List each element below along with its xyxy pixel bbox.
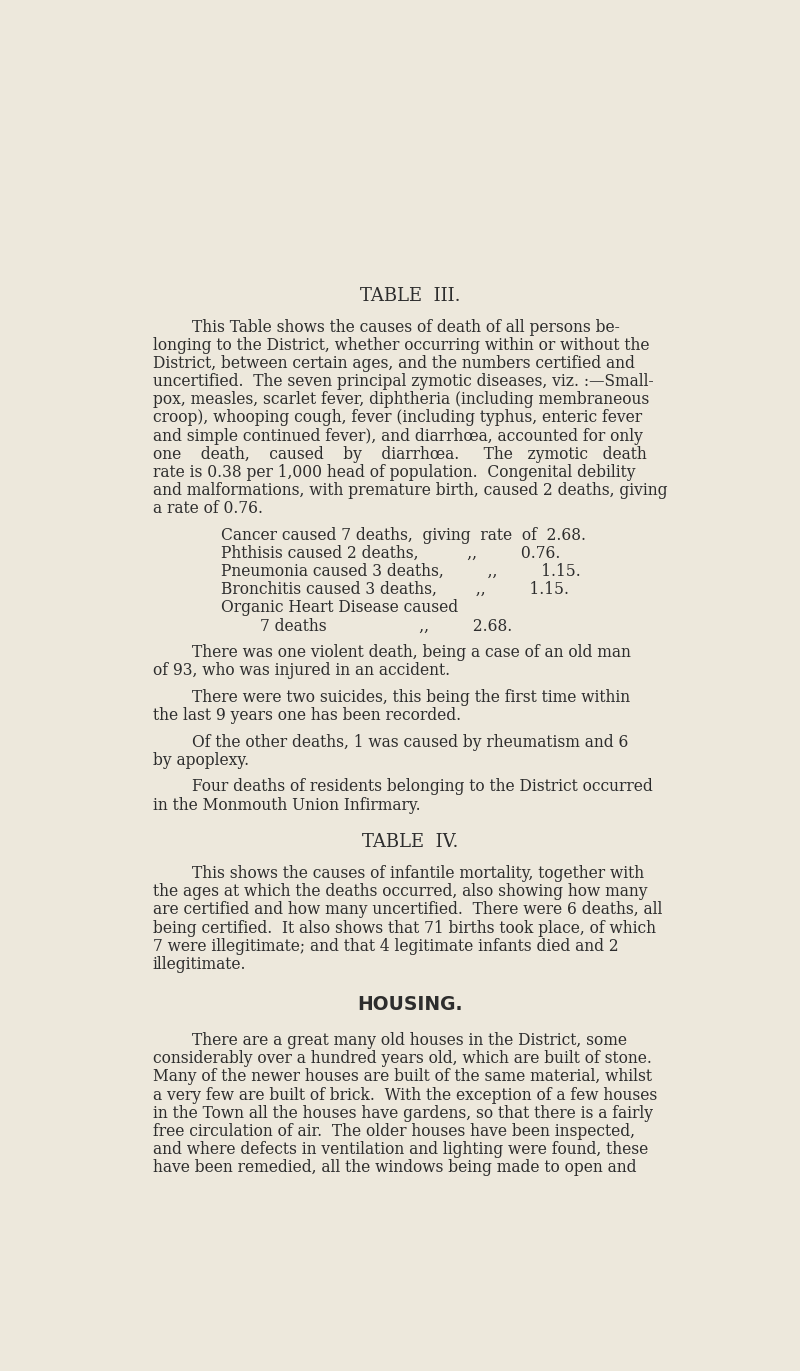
Text: and malformations, with premature birth, caused 2 deaths, giving: and malformations, with premature birth,… bbox=[153, 483, 667, 499]
Text: Organic Heart Disease caused: Organic Heart Disease caused bbox=[221, 599, 458, 617]
Text: pox, measles, scarlet fever, diphtheria (including membraneous: pox, measles, scarlet fever, diphtheria … bbox=[153, 391, 649, 409]
Text: HOUSING.: HOUSING. bbox=[358, 995, 462, 1015]
Text: Pneumonia caused 3 deaths,         ,,         1.15.: Pneumonia caused 3 deaths, ,, 1.15. bbox=[221, 563, 581, 580]
Text: in the Town all the houses have gardens, so that there is a fairly: in the Town all the houses have gardens,… bbox=[153, 1105, 653, 1121]
Text: and simple continued fever), and diarrhœa, accounted for only: and simple continued fever), and diarrhœ… bbox=[153, 428, 642, 444]
Text: longing to the District, whether occurring within or without the: longing to the District, whether occurri… bbox=[153, 337, 650, 354]
Text: TABLE  III.: TABLE III. bbox=[360, 287, 460, 304]
Text: 7 were illegitimate; and that 4 legitimate infants died and 2: 7 were illegitimate; and that 4 legitima… bbox=[153, 938, 618, 954]
Text: the ages at which the deaths occurred, also showing how many: the ages at which the deaths occurred, a… bbox=[153, 883, 647, 901]
Text: croop), whooping cough, fever (including typhus, enteric fever: croop), whooping cough, fever (including… bbox=[153, 410, 642, 426]
Text: illegitimate.: illegitimate. bbox=[153, 956, 246, 973]
Text: There was one violent death, being a case of an old man: There was one violent death, being a cas… bbox=[153, 644, 630, 661]
Text: have been remedied, all the windows being made to open and: have been remedied, all the windows bein… bbox=[153, 1158, 636, 1176]
Text: in the Monmouth Union Infirmary.: in the Monmouth Union Infirmary. bbox=[153, 797, 420, 813]
Text: free circulation of air.  The older houses have been inspected,: free circulation of air. The older house… bbox=[153, 1123, 634, 1139]
Text: Four deaths of residents belonging to the District occurred: Four deaths of residents belonging to th… bbox=[153, 779, 653, 795]
Text: Cancer caused 7 deaths,  giving  rate  of  2.68.: Cancer caused 7 deaths, giving rate of 2… bbox=[221, 526, 586, 544]
Text: a very few are built of brick.  With the exception of a few houses: a very few are built of brick. With the … bbox=[153, 1087, 657, 1104]
Text: Phthisis caused 2 deaths,          ,,         0.76.: Phthisis caused 2 deaths, ,, 0.76. bbox=[221, 546, 560, 562]
Text: This Table shows the causes of death of all persons be-: This Table shows the causes of death of … bbox=[153, 318, 619, 336]
Text: are certified and how many uncertified.  There were 6 deaths, all: are certified and how many uncertified. … bbox=[153, 901, 662, 919]
Text: uncertified.  The seven principal zymotic diseases, viz. :—Small-: uncertified. The seven principal zymotic… bbox=[153, 373, 654, 391]
Text: 7 deaths                   ,,         2.68.: 7 deaths ,, 2.68. bbox=[221, 617, 512, 635]
Text: This shows the causes of infantile mortality, together with: This shows the causes of infantile morta… bbox=[153, 865, 644, 882]
Text: Of the other deaths, 1 was caused by rheumatism and 6: Of the other deaths, 1 was caused by rhe… bbox=[153, 733, 628, 751]
Text: being certified.  It also shows that 71 births took place, of which: being certified. It also shows that 71 b… bbox=[153, 920, 656, 936]
Text: Bronchitis caused 3 deaths,        ,,         1.15.: Bronchitis caused 3 deaths, ,, 1.15. bbox=[221, 581, 569, 598]
Text: TABLE  IV.: TABLE IV. bbox=[362, 834, 458, 851]
Text: one    death,    caused    by    diarrhœa.     The   zymotic   death: one death, caused by diarrhœa. The zymot… bbox=[153, 446, 646, 463]
Text: rate is 0.38 per 1,000 head of population.  Congenital debility: rate is 0.38 per 1,000 head of populatio… bbox=[153, 463, 635, 481]
Text: District, between certain ages, and the numbers certified and: District, between certain ages, and the … bbox=[153, 355, 634, 372]
Text: Many of the newer houses are built of the same material, whilst: Many of the newer houses are built of th… bbox=[153, 1068, 652, 1086]
Text: There are a great many old houses in the District, some: There are a great many old houses in the… bbox=[153, 1032, 626, 1049]
Text: of 93, who was injured in an accident.: of 93, who was injured in an accident. bbox=[153, 662, 450, 680]
Text: considerably over a hundred years old, which are built of stone.: considerably over a hundred years old, w… bbox=[153, 1050, 651, 1067]
Text: the last 9 years one has been recorded.: the last 9 years one has been recorded. bbox=[153, 707, 461, 724]
Text: a rate of 0.76.: a rate of 0.76. bbox=[153, 500, 262, 517]
Text: There were two suicides, this being the first time within: There were two suicides, this being the … bbox=[153, 690, 630, 706]
Text: by apoplexy.: by apoplexy. bbox=[153, 751, 249, 769]
Text: and where defects in ventilation and lighting were found, these: and where defects in ventilation and lig… bbox=[153, 1141, 648, 1158]
